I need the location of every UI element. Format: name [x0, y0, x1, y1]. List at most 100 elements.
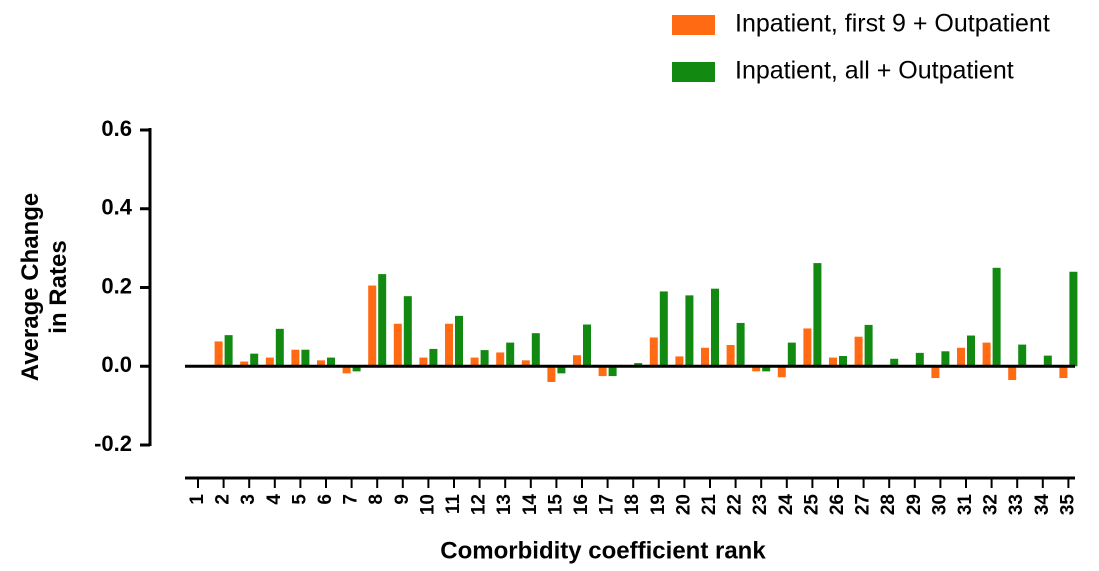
bar — [649, 337, 658, 367]
bar — [378, 274, 387, 367]
bar — [521, 360, 530, 367]
y-axis-title: Average Changein Rates — [17, 193, 72, 382]
bar — [813, 263, 822, 367]
bar — [762, 366, 771, 372]
x-tick-label: 6 — [315, 494, 336, 505]
bar — [736, 322, 745, 367]
bar — [659, 291, 668, 367]
x-tick-label: 33 — [1006, 494, 1027, 515]
x-tick-label: 4 — [264, 494, 285, 505]
bar — [701, 347, 709, 367]
bar — [941, 351, 950, 367]
bar — [455, 315, 463, 367]
legend-label: Inpatient, all + Outpatient — [735, 57, 1014, 85]
bar — [982, 342, 991, 367]
bar — [967, 335, 975, 367]
bar — [291, 349, 300, 367]
bar — [890, 358, 899, 367]
x-tick-label: 20 — [673, 494, 694, 515]
x-tick-label: 29 — [904, 494, 925, 515]
x-tick-label: 19 — [648, 494, 669, 515]
x-tick-label: 2 — [213, 494, 234, 505]
bar — [301, 349, 310, 367]
y-tick-label: 0.2 — [101, 273, 132, 298]
bar — [419, 357, 428, 367]
bar — [557, 366, 566, 374]
legend-swatch — [672, 15, 715, 35]
bar — [957, 347, 965, 367]
bar — [352, 366, 361, 372]
bar — [547, 366, 556, 382]
bar — [531, 333, 540, 367]
bar — [854, 336, 863, 367]
y-tick-label: -0.2 — [94, 431, 132, 456]
bar — [1018, 344, 1027, 367]
x-tick-label: 17 — [597, 494, 618, 515]
bar — [864, 324, 873, 367]
bar — [685, 295, 694, 367]
bar — [1008, 366, 1017, 381]
y-tick-label: 0.0 — [101, 352, 132, 377]
bar — [240, 361, 249, 367]
bar — [393, 323, 402, 367]
x-tick-label: 25 — [801, 494, 822, 516]
x-tick-label: 5 — [289, 494, 310, 505]
x-tick-label: 9 — [392, 494, 413, 505]
x-tick-label: 13 — [494, 494, 515, 515]
y-tick-label: 0.4 — [101, 195, 132, 220]
bar — [803, 328, 812, 367]
x-tick-label: 15 — [545, 494, 566, 516]
x-tick-label: 22 — [725, 494, 746, 515]
bar — [265, 357, 274, 367]
x-tick-label: 10 — [417, 494, 438, 515]
bar — [342, 366, 351, 374]
bar — [839, 356, 847, 367]
bar — [726, 344, 735, 367]
legend-label: Inpatient, first 9 + Outpatient — [735, 10, 1050, 38]
bar — [275, 328, 284, 367]
bar — [711, 288, 719, 367]
bar — [317, 360, 325, 367]
bar — [506, 342, 515, 367]
x-tick-label: 35 — [1057, 494, 1078, 516]
bar — [752, 366, 761, 372]
bar — [429, 348, 438, 367]
x-tick-label: 1 — [187, 494, 208, 505]
bar — [480, 350, 489, 367]
bar — [250, 353, 259, 367]
bar — [1059, 366, 1068, 379]
bar — [445, 323, 453, 367]
x-tick-label: 28 — [878, 494, 899, 515]
x-axis-title: Comorbidity coefficient rank — [440, 537, 766, 564]
bar — [583, 324, 591, 367]
x-tick-label: 18 — [622, 494, 643, 515]
bar — [915, 352, 924, 367]
bar — [777, 366, 786, 378]
bar — [573, 355, 581, 367]
bar — [224, 335, 233, 367]
x-tick-label: 32 — [981, 494, 1002, 515]
x-tick-label: 21 — [699, 494, 720, 516]
x-tick-label: 12 — [469, 494, 490, 515]
bar — [787, 342, 796, 367]
x-tick-label: 34 — [1032, 494, 1053, 516]
bar — [403, 296, 412, 367]
bar — [598, 366, 607, 377]
x-tick-label: 31 — [955, 494, 976, 516]
x-tick-label: 7 — [341, 494, 362, 505]
x-tick-label: 27 — [853, 494, 874, 515]
x-tick-label: 14 — [520, 494, 541, 516]
bar — [931, 366, 940, 379]
bar — [327, 357, 335, 367]
y-tick-label: 0.6 — [101, 116, 132, 141]
x-tick-label: 3 — [238, 494, 259, 505]
bar — [675, 356, 684, 367]
bar — [470, 357, 479, 367]
bar — [608, 366, 617, 377]
bar — [1043, 355, 1052, 367]
legend-swatch — [672, 62, 715, 82]
bar — [829, 357, 837, 367]
bar — [1069, 271, 1078, 367]
x-tick-label: 23 — [750, 494, 771, 515]
